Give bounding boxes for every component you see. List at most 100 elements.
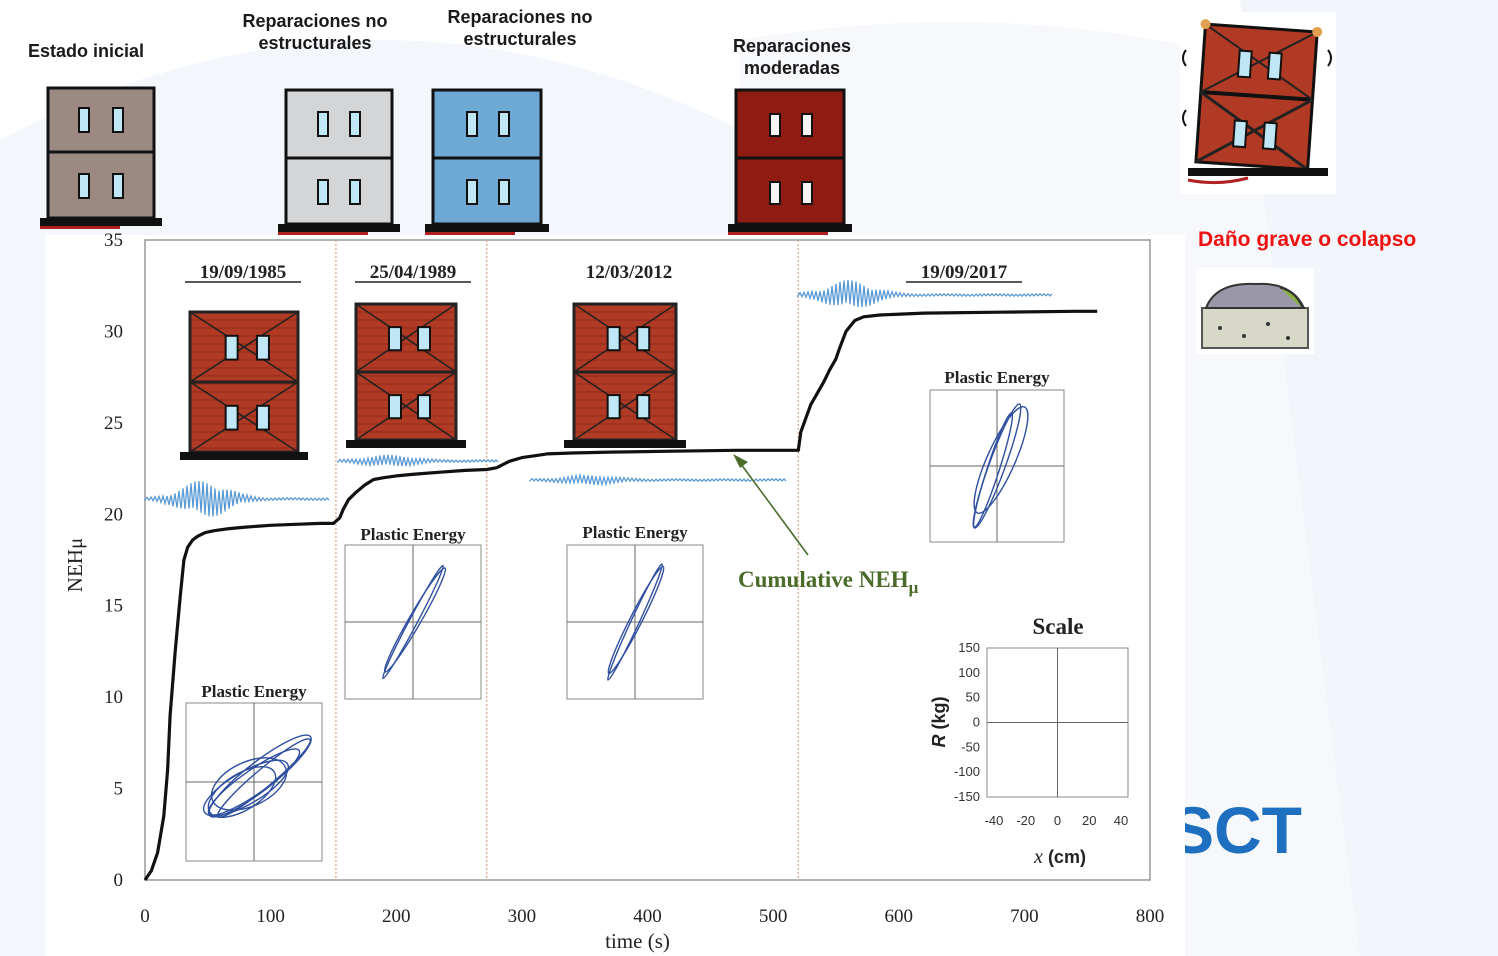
label-nonstructural-1: Reparaciones no estructurales [242, 11, 388, 53]
y-tick-label: 30 [104, 321, 123, 342]
building-nonstructural-icon [278, 88, 400, 235]
building-moderate-icon [728, 88, 852, 235]
x-tick-label: 600 [885, 906, 914, 927]
rubble-icon [1196, 268, 1314, 354]
inset-title: Plastic Energy [582, 523, 688, 542]
hysteresis-loop [973, 406, 1029, 514]
plastic-energy-inset-1985: Plastic Energy [185, 682, 323, 862]
y-tick-label: 20 [104, 504, 123, 525]
damaged-building-icon [180, 310, 308, 460]
window [417, 394, 431, 420]
scale-x-label: x (cm) [1033, 846, 1086, 868]
y-tick-label: 15 [104, 596, 123, 617]
event-date-label: 25/04/1989 [370, 262, 457, 283]
y-tick-label: 5 [114, 779, 124, 800]
scale-y-tick: -150 [954, 789, 980, 804]
scale-inset: Scale 150 100 50 0 -50 -100 -150 -40 -20 0 20 40 x (c… [929, 614, 1129, 868]
building-collapse-icon [1180, 12, 1336, 194]
window [417, 326, 431, 352]
cumulative-neh-line [143, 309, 1098, 881]
hysteresis-loop [207, 766, 277, 818]
scale-x-tick: 40 [1114, 813, 1128, 828]
x-tick-label: 100 [256, 906, 285, 927]
accelerogram-icon [797, 279, 1053, 308]
y-tick-label: 0 [114, 870, 124, 891]
window [255, 334, 270, 361]
plastic-energy-inset-2012: Plastic Energy [566, 523, 704, 700]
event-date-label: 12/03/2012 [586, 262, 673, 283]
x-tick-label: 0 [140, 906, 150, 927]
window [388, 326, 402, 352]
window [224, 334, 239, 361]
damaged-building-icon [564, 302, 686, 448]
event-date-label: 19/09/2017 [921, 262, 1008, 283]
crack-line [355, 371, 457, 441]
y-tick-label: 25 [104, 413, 123, 434]
inset-title: Plastic Energy [201, 682, 307, 701]
window [224, 404, 239, 431]
label-initial-state: Estado inicial [27, 41, 145, 61]
plot-frame [144, 239, 1151, 881]
x-tick-label: 400 [633, 906, 662, 927]
accelerogram-icon [144, 480, 330, 517]
scale-x-tick: 0 [1054, 813, 1061, 828]
foundation [346, 440, 466, 448]
window [388, 394, 402, 420]
cumulative-annotation: Cumulative NEHμ [738, 567, 919, 597]
x-tick-label: 800 [1136, 906, 1165, 927]
scale-x-tick: 20 [1082, 813, 1096, 828]
scale-y-tick: -100 [954, 764, 980, 779]
label-moderate-repairs: Reparaciones moderadas [732, 36, 852, 78]
scale-y-tick: 0 [973, 715, 980, 730]
event-date-label: 19/09/1985 [200, 262, 287, 283]
y-axis-title: NEHμ [63, 538, 87, 592]
label-nonstructural-2: Reparaciones no estructurales [447, 7, 593, 49]
crack-line [573, 303, 677, 373]
building-initial-icon [40, 86, 162, 229]
window [636, 394, 651, 420]
hysteresis-loop [972, 412, 1014, 528]
foundation [180, 452, 308, 460]
y-tick-label: 35 [104, 230, 123, 251]
accelerogram-icon [337, 454, 499, 468]
scale-x-tick: -40 [985, 813, 1004, 828]
scale-y-tick: 100 [958, 665, 980, 680]
scale-title: Scale [1032, 614, 1083, 639]
hysteresis-loop [210, 757, 288, 811]
hysteresis-loop [607, 565, 665, 675]
window [636, 326, 651, 352]
crack-line [573, 371, 677, 441]
window [606, 394, 621, 420]
crack-line [189, 311, 299, 383]
hysteresis-loop [382, 564, 444, 680]
damaged-building-icon [346, 302, 466, 448]
scale-y-tick: -50 [961, 739, 980, 754]
window [255, 404, 270, 431]
hysteresis-loop [208, 734, 312, 818]
window [606, 326, 621, 352]
x-tick-label: 500 [759, 906, 788, 927]
plastic-energy-inset-2017: Plastic Energy [929, 368, 1065, 543]
x-tick-label: 200 [382, 906, 411, 927]
sct-logo: SCT [1170, 793, 1302, 867]
x-tick-label: 300 [508, 906, 537, 927]
crack-line [355, 303, 457, 373]
x-tick-label: 700 [1010, 906, 1039, 927]
inset-title: Plastic Energy [360, 525, 466, 544]
building-nonstructural-blue-icon [425, 88, 549, 235]
scale-y-label: R (kg) [929, 696, 949, 747]
scale-x-tick: -20 [1016, 813, 1035, 828]
crack-line [189, 381, 299, 453]
x-axis-title: time (s) [605, 929, 670, 953]
scale-y-tick: 150 [958, 640, 980, 655]
hysteresis-loop [383, 567, 447, 673]
y-tick-label: 10 [104, 687, 123, 708]
accelerogram-icon [529, 472, 787, 488]
plastic-energy-inset-1989: Plastic Energy [344, 525, 482, 700]
scale-y-tick: 50 [966, 690, 980, 705]
hysteresis-loop [607, 563, 663, 681]
arrow-head [733, 454, 748, 468]
inset-title: Plastic Energy [944, 368, 1050, 387]
label-severe-damage: Daño grave o colapso [1198, 228, 1417, 251]
